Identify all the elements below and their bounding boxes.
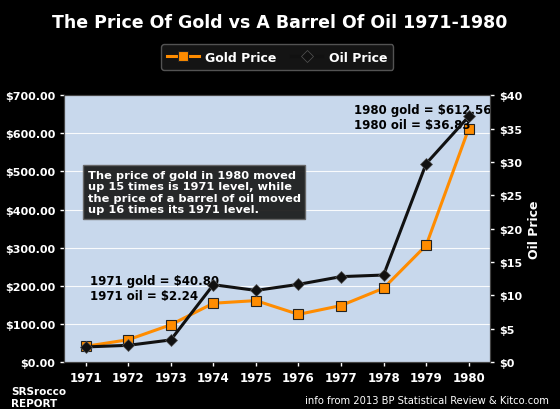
Text: The Price Of Gold vs A Barrel Of Oil 1971-1980: The Price Of Gold vs A Barrel Of Oil 197… xyxy=(52,14,508,32)
Text: 1980 gold = $612.56
1980 oil = $36.83: 1980 gold = $612.56 1980 oil = $36.83 xyxy=(354,104,491,132)
Legend: Gold Price, Oil Price: Gold Price, Oil Price xyxy=(161,45,393,71)
Text: The price of gold in 1980 moved
up 15 times is 1971 level, while
the price of a : The price of gold in 1980 moved up 15 ti… xyxy=(88,170,301,215)
Text: SRSrocco
REPORT: SRSrocco REPORT xyxy=(11,387,66,408)
Text: info from 2013 BP Statistical Review & Kitco.com: info from 2013 BP Statistical Review & K… xyxy=(305,395,549,405)
Text: 1971 gold = $40.80
1971 oil = $2.24: 1971 gold = $40.80 1971 oil = $2.24 xyxy=(90,274,219,303)
Y-axis label: Oil Price: Oil Price xyxy=(528,200,541,258)
